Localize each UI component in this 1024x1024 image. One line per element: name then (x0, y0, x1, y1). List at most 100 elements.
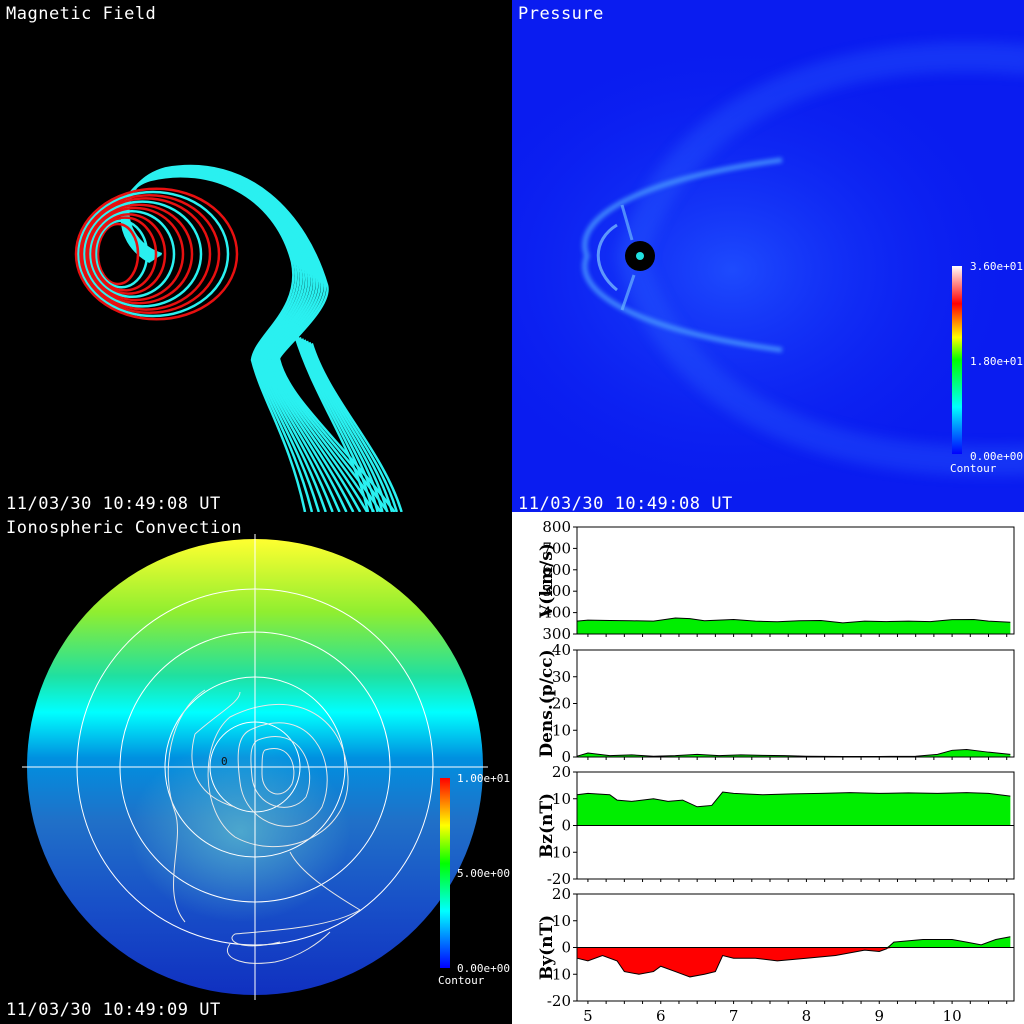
earth-icon (636, 252, 644, 260)
y-tick-label: -20 (547, 870, 571, 888)
y-tick-label: 10 (552, 912, 571, 930)
closed-field-loop (94, 219, 149, 289)
open-field-line (125, 168, 369, 512)
y-tick-label: 0 (561, 748, 571, 766)
closed-field-loop (92, 216, 158, 292)
y-tick-label: 800 (542, 518, 571, 536)
closed-field-loop (82, 200, 203, 308)
closed-field-loop (80, 197, 212, 311)
colorbar-max-label: 1.00e+01 (457, 772, 510, 785)
y-tick-label: -10 (547, 965, 571, 983)
colorbar-max-label: 3.60e+01 (970, 260, 1023, 273)
open-field-line (301, 338, 384, 512)
ionospheric-convection-panel: 0 1.00e+01 5.00e+00 0.00e+00 Contour Ion… (0, 512, 512, 1024)
open-field-line (310, 343, 403, 512)
y-tick-label: 300 (542, 625, 571, 643)
open-field-line (305, 340, 394, 512)
solar-wind-plot: 20 10 0 -10 -20 By(nT) (537, 885, 1015, 1010)
solar-wind-plots: 800700600500400300V(km/s)403020100Dens.(… (537, 518, 1015, 1024)
open-field-line (296, 335, 375, 512)
y-tick-label: 0 (561, 939, 571, 957)
x-tick-label: 10 (943, 1007, 962, 1024)
polar-map: 0 1.00e+01 5.00e+00 0.00e+00 Contour (22, 534, 510, 1000)
pressure-colorbar (952, 266, 962, 454)
y-tick-label: 20 (552, 763, 571, 781)
closed-field-loop (88, 209, 176, 299)
open-field-line (303, 339, 389, 512)
open-field-line (308, 341, 399, 512)
colorbar-caption: Contour (950, 462, 997, 475)
magnetic-field-panel: Magnetic Field 11/03/30 10:49:08 UT (0, 0, 512, 512)
colorbar-min-label: 0.00e+00 (457, 962, 510, 975)
y-tick-label: 20 (552, 885, 571, 903)
closed-field-loop (78, 193, 221, 315)
x-tick-label: 7 (729, 1007, 739, 1024)
y-tick-label: 700 (542, 539, 571, 557)
timestamp: 11/03/30 10:49:09 UT (6, 1000, 221, 1020)
negative-area (577, 947, 1011, 977)
timestamp: 11/03/30 10:49:08 UT (518, 494, 733, 512)
axis-crosshair (22, 534, 488, 1000)
center-label: 0 (221, 755, 228, 768)
y-tick-label: 400 (542, 604, 571, 622)
open-field-line (298, 337, 379, 512)
x-tick-label: 9 (874, 1007, 884, 1024)
colorbar-min-label: 0.00e+00 (970, 450, 1023, 463)
magnetosheath-glow (512, 30, 1024, 510)
magnetic-field-lines (74, 164, 403, 512)
y-tick-label: 20 (552, 695, 571, 713)
y-tick-label: -20 (547, 992, 571, 1010)
positive-area (577, 617, 1011, 634)
y-tick-label: 500 (542, 582, 571, 600)
solar-wind-panel: 800 700 600 500 400 300 V(km/s) 40 30 20 10 0 Dens.(… (512, 512, 1024, 1024)
series-line (576, 749, 1011, 757)
y-axis-label: V(km/s) (537, 543, 557, 619)
y-tick-label: 30 (552, 668, 571, 686)
positive-area (577, 936, 1011, 948)
panel-title: Ionospheric Convection (6, 518, 243, 538)
y-axis-label: Dens.(p/cc) (537, 649, 557, 757)
closed-field-loop (90, 213, 167, 295)
panel-title: Pressure (518, 4, 604, 24)
series-line (576, 617, 1011, 624)
y-tick-label: 10 (552, 790, 571, 808)
y-tick-label: -10 (547, 843, 571, 861)
timestamp: 11/03/30 10:49:08 UT (6, 494, 221, 512)
x-tick-label: 5 (583, 1007, 593, 1024)
closed-field-loop (86, 206, 185, 302)
x-tick-label: 8 (802, 1007, 812, 1024)
bow-shock (582, 157, 783, 353)
colorbar-mid-label: 5.00e+00 (457, 867, 510, 880)
open-field-line (127, 164, 396, 512)
series-line (576, 791, 1011, 808)
x-tick-label: 6 (656, 1007, 666, 1024)
cusp-features (620, 204, 636, 311)
solar-wind-plot: 20 10 0 -10 -20 Bz(nT) (537, 763, 1015, 888)
closed-field-loop (74, 187, 239, 321)
plot-frame (576, 649, 1015, 758)
y-tick-label: 600 (542, 561, 571, 579)
colorbar-mid-label: 1.80e+01 (970, 355, 1023, 368)
open-field-line (123, 170, 348, 512)
y-tick-label: 40 (552, 641, 571, 659)
y-tick-label: 10 (552, 721, 571, 739)
closed-field-lines (74, 187, 239, 321)
magnetopause (596, 223, 618, 292)
panel-title: Magnetic Field (6, 4, 157, 24)
solar-wind-plot: 800 700 600 500 400 300 V(km/s) (537, 518, 1015, 643)
convection-colorbar (440, 778, 450, 968)
pressure-map: 3.60e+01 1.80e+01 0.00e+00 Contour (512, 30, 1024, 510)
open-field-line (125, 167, 376, 512)
colorbar-caption: Contour (438, 974, 485, 987)
closed-field-loop (76, 190, 230, 318)
plot-frame (576, 526, 1015, 635)
potential-contours (167, 689, 361, 964)
positive-area (577, 792, 1011, 826)
y-tick-label: 0 (561, 817, 571, 835)
y-axis-label: By(nT) (537, 915, 557, 980)
series-line (576, 936, 1011, 978)
y-axis-label: Bz(nT) (537, 793, 557, 858)
pressure-panel: 3.60e+01 1.80e+01 0.00e+00 Contour Press… (512, 0, 1024, 512)
closed-field-loop (84, 203, 194, 305)
